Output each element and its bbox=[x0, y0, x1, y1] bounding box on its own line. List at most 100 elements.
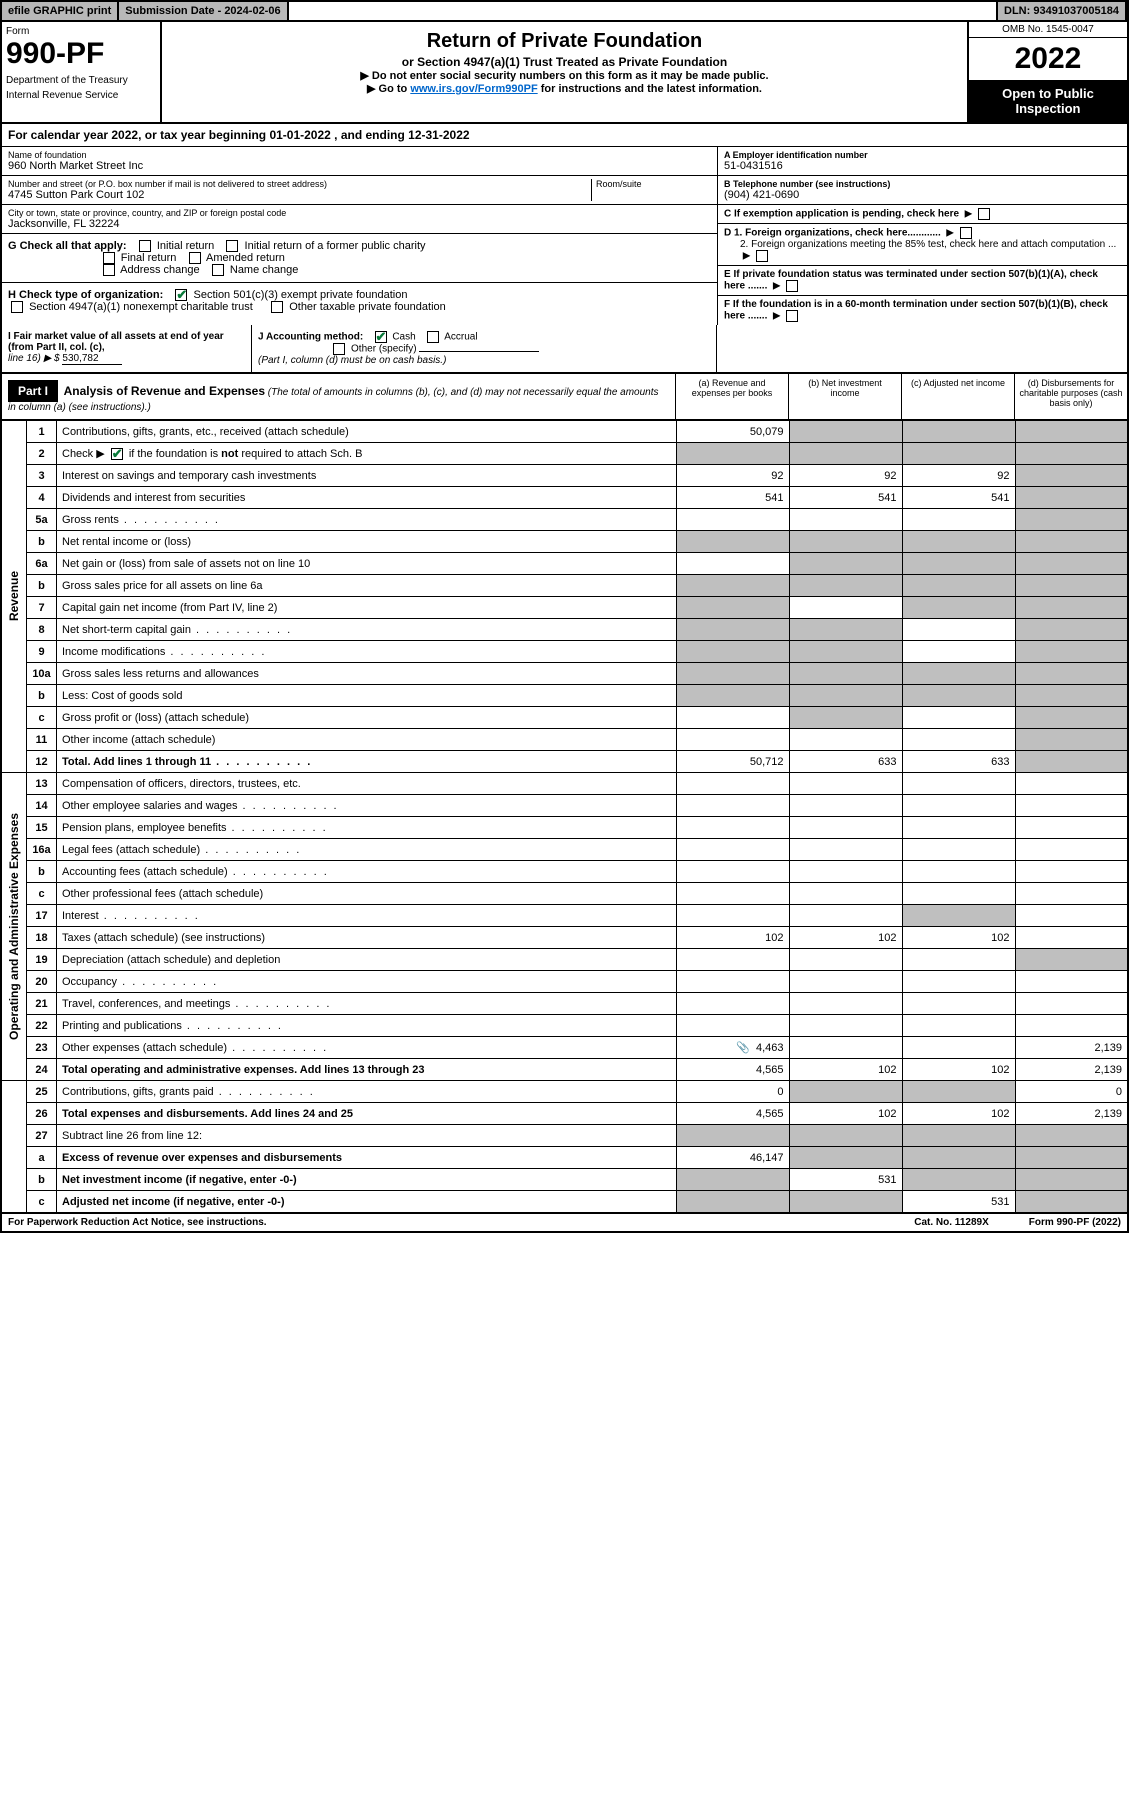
dln: DLN: 93491037005184 bbox=[996, 2, 1127, 20]
j-accounting: J Accounting method: Cash Accrual Other … bbox=[252, 325, 717, 372]
col-d: (d) Disbursements for charitable purpose… bbox=[1014, 374, 1127, 419]
table-row: bNet investment income (if negative, ent… bbox=[1, 1169, 1128, 1191]
part1-header: Part I Analysis of Revenue and Expenses … bbox=[0, 374, 1129, 420]
table-row: 8Net short-term capital gain bbox=[1, 619, 1128, 641]
table-row: 7Capital gain net income (from Part IV, … bbox=[1, 597, 1128, 619]
footer-left: For Paperwork Reduction Act Notice, see … bbox=[8, 1217, 267, 1228]
header-right: OMB No. 1545-0047 2022 Open to Public In… bbox=[967, 22, 1127, 122]
table-row: 19Depreciation (attach schedule) and dep… bbox=[1, 949, 1128, 971]
table-row: 15Pension plans, employee benefits bbox=[1, 817, 1128, 839]
revenue-side-label: Revenue bbox=[7, 571, 21, 621]
checkbox-c[interactable] bbox=[978, 208, 990, 220]
form-subtitle: or Section 4947(a)(1) Trust Treated as P… bbox=[168, 55, 961, 69]
checkbox-e[interactable] bbox=[786, 280, 798, 292]
checkbox-final-return[interactable] bbox=[103, 252, 115, 264]
efile-label: efile GRAPHIC print bbox=[2, 2, 119, 20]
checkbox-cash[interactable] bbox=[375, 331, 387, 343]
e-terminated: E If private foundation status was termi… bbox=[718, 266, 1127, 296]
table-row: 24Total operating and administrative exp… bbox=[1, 1059, 1128, 1081]
footer-mid: Cat. No. 11289X bbox=[914, 1217, 988, 1228]
i-fmv: I Fair market value of all assets at end… bbox=[2, 325, 252, 372]
foundation-name-cell: Name of foundation 960 North Market Stre… bbox=[2, 147, 717, 176]
checkbox-other-method[interactable] bbox=[333, 343, 345, 355]
table-row: 27Subtract line 26 from line 12: bbox=[1, 1125, 1128, 1147]
ein-cell: A Employer identification number 51-0431… bbox=[718, 147, 1127, 176]
g-checkboxes: G Check all that apply: Initial return I… bbox=[2, 234, 717, 283]
table-row: cOther professional fees (attach schedul… bbox=[1, 883, 1128, 905]
checkbox-accrual[interactable] bbox=[427, 331, 439, 343]
checkbox-other-taxable[interactable] bbox=[271, 301, 283, 313]
checkbox-4947[interactable] bbox=[11, 301, 23, 313]
table-row: 10aGross sales less returns and allowanc… bbox=[1, 663, 1128, 685]
checkbox-name-change[interactable] bbox=[212, 264, 224, 276]
omb-number: OMB No. 1545-0047 bbox=[969, 22, 1127, 38]
table-row: 18Taxes (attach schedule) (see instructi… bbox=[1, 927, 1128, 949]
submission-date: Submission Date - 2024-02-06 bbox=[119, 2, 288, 20]
table-row: bGross sales price for all assets on lin… bbox=[1, 575, 1128, 597]
checkbox-d2[interactable] bbox=[756, 250, 768, 262]
table-row: 2Check ▶ if the foundation is not requir… bbox=[1, 443, 1128, 465]
checkbox-amended[interactable] bbox=[189, 252, 201, 264]
tax-year: 2022 bbox=[969, 38, 1127, 80]
header-note2: ▶ Go to www.irs.gov/Form990PF for instru… bbox=[168, 82, 961, 95]
page-footer: For Paperwork Reduction Act Notice, see … bbox=[0, 1213, 1129, 1233]
table-row: 5aGross rents bbox=[1, 509, 1128, 531]
table-row: 22Printing and publications bbox=[1, 1015, 1128, 1037]
table-row: 14Other employee salaries and wages bbox=[1, 795, 1128, 817]
f-60month: F If the foundation is in a 60-month ter… bbox=[718, 296, 1127, 325]
top-bar: efile GRAPHIC print Submission Date - 20… bbox=[0, 0, 1129, 22]
header-note1: ▶ Do not enter social security numbers o… bbox=[168, 69, 961, 82]
form-title: Return of Private Foundation bbox=[168, 30, 961, 53]
table-row: Operating and Administrative Expenses 13… bbox=[1, 773, 1128, 795]
d-foreign: D 1. Foreign organizations, check here..… bbox=[718, 224, 1127, 266]
table-row: 9Income modifications bbox=[1, 641, 1128, 663]
col-c: (c) Adjusted net income bbox=[901, 374, 1014, 419]
checkbox-501c3[interactable] bbox=[175, 289, 187, 301]
table-row: 12Total. Add lines 1 through 11 50,71263… bbox=[1, 751, 1128, 773]
table-row: cGross profit or (loss) (attach schedule… bbox=[1, 707, 1128, 729]
c-pending: C If exemption application is pending, c… bbox=[718, 205, 1127, 224]
header-center: Return of Private Foundation or Section … bbox=[162, 22, 967, 122]
col-a: (a) Revenue and expenses per books bbox=[675, 374, 788, 419]
table-row: 16aLegal fees (attach schedule) bbox=[1, 839, 1128, 861]
dept-irs: Internal Revenue Service bbox=[6, 90, 156, 101]
table-row: bLess: Cost of goods sold bbox=[1, 685, 1128, 707]
table-row: Revenue 1Contributions, gifts, grants, e… bbox=[1, 421, 1128, 443]
checkbox-address-change[interactable] bbox=[103, 264, 115, 276]
table-row: 11Other income (attach schedule) bbox=[1, 729, 1128, 751]
footer-right: Form 990-PF (2022) bbox=[1029, 1217, 1121, 1228]
table-row: aExcess of revenue over expenses and dis… bbox=[1, 1147, 1128, 1169]
table-row: 4Dividends and interest from securities … bbox=[1, 487, 1128, 509]
form-label: Form bbox=[6, 26, 156, 37]
table-row: bAccounting fees (attach schedule) bbox=[1, 861, 1128, 883]
open-to-public: Open to Public Inspection bbox=[969, 80, 1127, 122]
i-j-row: I Fair market value of all assets at end… bbox=[0, 325, 1129, 374]
table-row: 17Interest bbox=[1, 905, 1128, 927]
tel-cell: B Telephone number (see instructions) (9… bbox=[718, 176, 1127, 205]
table-row: bNet rental income or (loss) bbox=[1, 531, 1128, 553]
part1-table: Revenue 1Contributions, gifts, grants, e… bbox=[0, 420, 1129, 1213]
checkbox-initial-return[interactable] bbox=[139, 240, 151, 252]
table-row: 23Other expenses (attach schedule) 📎 4,4… bbox=[1, 1037, 1128, 1059]
dept-treasury: Department of the Treasury bbox=[6, 75, 156, 86]
expenses-side-label: Operating and Administrative Expenses bbox=[7, 813, 21, 1040]
table-row: 20Occupancy bbox=[1, 971, 1128, 993]
checkbox-initial-former[interactable] bbox=[226, 240, 238, 252]
address-cell: Number and street (or P.O. box number if… bbox=[2, 176, 717, 205]
table-row: 26Total expenses and disbursements. Add … bbox=[1, 1103, 1128, 1125]
table-row: 25Contributions, gifts, grants paid 00 bbox=[1, 1081, 1128, 1103]
irs-link[interactable]: www.irs.gov/Form990PF bbox=[410, 83, 537, 95]
table-row: 3Interest on savings and temporary cash … bbox=[1, 465, 1128, 487]
h-checkboxes: H Check type of organization: Section 50… bbox=[2, 283, 717, 319]
calendar-year: For calendar year 2022, or tax year begi… bbox=[0, 124, 1129, 147]
table-row: cAdjusted net income (if negative, enter… bbox=[1, 1191, 1128, 1213]
checkbox-schb[interactable] bbox=[111, 448, 123, 460]
attachment-icon[interactable]: 📎 bbox=[736, 1042, 750, 1054]
form-header: Form 990-PF Department of the Treasury I… bbox=[0, 22, 1129, 124]
table-row: 21Travel, conferences, and meetings bbox=[1, 993, 1128, 1015]
checkbox-f[interactable] bbox=[786, 310, 798, 322]
part1-label: Part I bbox=[8, 380, 58, 402]
city-cell: City or town, state or province, country… bbox=[2, 205, 717, 234]
checkbox-d1[interactable] bbox=[960, 227, 972, 239]
identity-block: Name of foundation 960 North Market Stre… bbox=[0, 147, 1129, 325]
